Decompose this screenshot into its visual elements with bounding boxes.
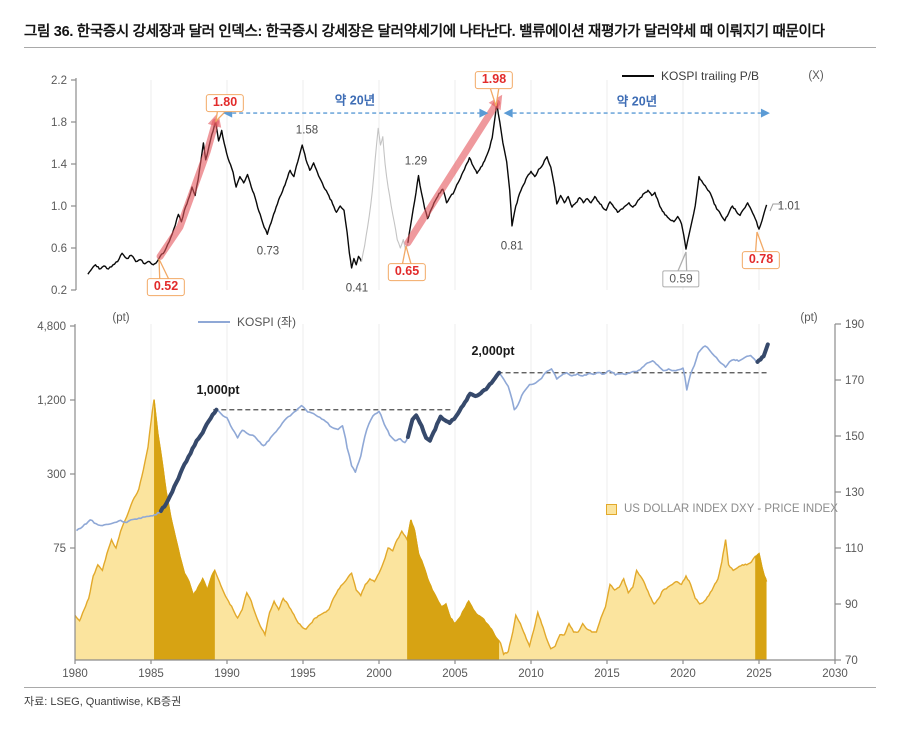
right-axis-tick-label: 150 [845, 431, 864, 443]
x-axis-tick-label: 1985 [138, 668, 164, 680]
x-axis-tick-label: 2020 [670, 668, 696, 680]
dxy-weak-dollar-band [407, 519, 500, 660]
dxy-weak-dollar-band [755, 552, 767, 660]
right-axis-tick-label: 170 [845, 375, 864, 387]
legend-dollar-index: US DOLLAR INDEX DXY - PRICE INDEX [606, 503, 838, 515]
pb-line [407, 102, 768, 250]
x-axis-tick-label: 1980 [62, 668, 88, 680]
annotation-pointer [401, 245, 413, 268]
top-axis-tick-label: 0.6 [51, 243, 67, 255]
left-axis-tick-label: 1,200 [37, 395, 66, 407]
pb-line-faded [360, 127, 409, 262]
figure-title: 그림 36. 한국증시 강세장과 달러 인덱스: 한국증시 강세장은 달러약세기… [24, 24, 825, 40]
annotation-pointer [158, 258, 171, 285]
cycle-duration-label: 약 20년 [616, 94, 658, 109]
right-axis-tick-label: 110 [845, 543, 863, 555]
top-axis-unit: (X) [808, 70, 824, 82]
left-axis-tick-label: 300 [47, 469, 66, 481]
kospi-bull-segment [158, 407, 219, 513]
right-axis-tick-label: 70 [845, 655, 858, 667]
bull-highlight-band [404, 99, 501, 247]
right-axis-tick-label: 130 [845, 487, 864, 499]
x-axis-tick-label: 2015 [594, 668, 620, 680]
ref-line-label-1000pt: 1,000pt [196, 383, 240, 397]
kospi-bull-segment [405, 370, 502, 443]
cycle-arrowhead-right [479, 108, 489, 118]
top-axis-tick-label: 0.2 [51, 285, 67, 297]
footer-divider [24, 687, 876, 688]
ref-line-label-2000pt: 2,000pt [471, 344, 515, 358]
left-axis-tick-label: 4,800 [37, 321, 66, 333]
yellow-area-swatch [606, 503, 617, 515]
legend-kospi-trailing-pb: KOSPI trailing P/B [622, 69, 759, 83]
x-axis-tick-label: 1990 [214, 668, 240, 680]
cycle-arrowhead-left [503, 108, 513, 118]
blue-line-swatch [198, 320, 230, 323]
source-note: 자료: LSEG, Quantiwise, KB증권 [24, 696, 182, 708]
x-axis-tick-label: 2030 [822, 668, 848, 680]
right-axis-unit: (pt) [800, 312, 818, 324]
legend-label: KOSPI (좌) [237, 315, 297, 329]
top-axis-tick-label: 1.4 [51, 159, 68, 171]
legend-kospi: KOSPI (좌) [198, 313, 296, 330]
legend-label: US DOLLAR INDEX DXY - PRICE INDEX [624, 503, 838, 515]
x-axis-tick-label: 2005 [442, 668, 468, 680]
cycle-duration-label: 약 20년 [334, 93, 376, 108]
x-axis-tick-label: 2000 [366, 668, 392, 680]
top-axis-tick-label: 1.8 [51, 117, 67, 129]
top-axis-tick-label: 1.0 [51, 201, 67, 213]
bull-highlight-band [156, 118, 220, 260]
dxy-weak-dollar-band [154, 399, 215, 660]
cycle-arrowhead-right [760, 108, 770, 118]
annotation-connector [769, 203, 781, 212]
annotation-pointer [754, 231, 767, 257]
pb-line [87, 121, 363, 275]
title-divider [24, 47, 876, 48]
black-line-swatch [622, 75, 654, 77]
right-axis-tick-label: 90 [845, 599, 858, 611]
right-axis-tick-label: 190 [845, 319, 864, 331]
x-axis-tick-label: 1995 [290, 668, 316, 680]
x-axis-tick-label: 2010 [518, 668, 544, 680]
top-axis-tick-label: 2.2 [51, 75, 67, 87]
legend-label: KOSPI trailing P/B [661, 69, 760, 83]
kospi-bull-segment [755, 342, 770, 364]
annotation-pointer [676, 251, 688, 276]
left-axis-unit: (pt) [112, 312, 130, 324]
left-axis-tick-label: 75 [53, 543, 66, 555]
x-axis-tick-label: 2025 [746, 668, 772, 680]
